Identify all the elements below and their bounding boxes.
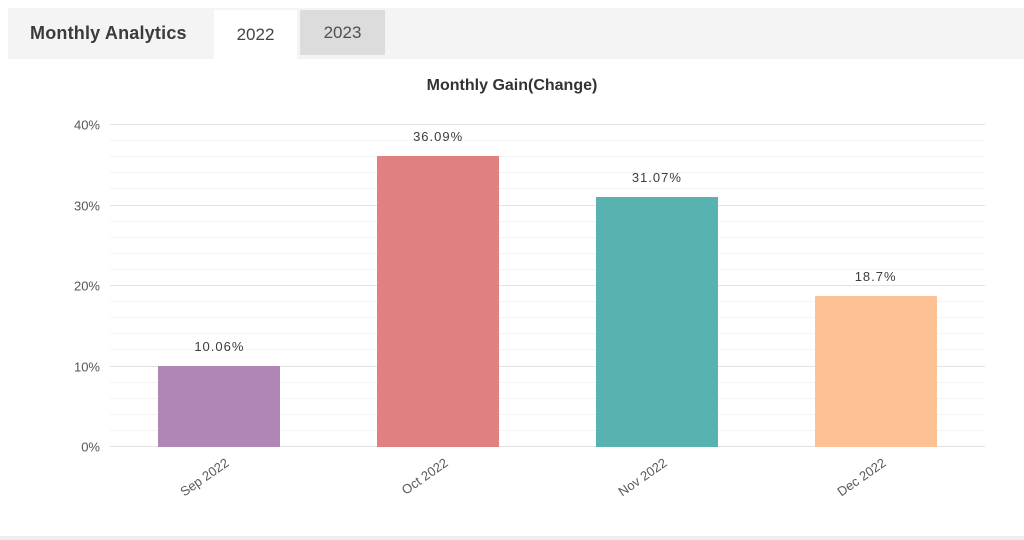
plot-columns: 10.06% 36.09% 31.07% 18.7% bbox=[110, 125, 985, 447]
major-gridline bbox=[110, 365, 985, 367]
chart-title: Monthly Gain(Change) bbox=[426, 77, 598, 94]
minor-gridline bbox=[110, 140, 985, 142]
minor-gridline bbox=[110, 333, 985, 335]
page-title: Monthly Analytics bbox=[30, 23, 187, 43]
major-gridline bbox=[110, 285, 985, 286]
bar-nov-2022[interactable] bbox=[595, 196, 718, 447]
minor-gridline bbox=[110, 188, 985, 190]
minor-gridline bbox=[110, 252, 985, 254]
bar-value-label: 31.07% bbox=[631, 169, 682, 185]
bar-value-label: 18.7% bbox=[854, 269, 897, 285]
major-gridline bbox=[110, 446, 985, 447]
minor-gridline bbox=[110, 397, 985, 399]
minor-gridline bbox=[110, 429, 985, 431]
bar-sep-2022[interactable] bbox=[158, 366, 281, 447]
minor-gridline bbox=[110, 220, 985, 222]
category-column: 36.09% bbox=[329, 125, 548, 447]
tab-2023[interactable]: 2023 bbox=[300, 10, 385, 55]
minor-gridline bbox=[110, 236, 985, 238]
x-tick-label: Nov 2022 bbox=[615, 455, 670, 500]
major-gridline bbox=[110, 124, 985, 125]
x-tick-label: Dec 2022 bbox=[834, 455, 889, 500]
minor-gridline bbox=[110, 381, 985, 383]
analytics-header: Monthly Analytics 2022 2023 bbox=[8, 8, 1024, 61]
major-gridline bbox=[110, 204, 985, 206]
bar-chart: 0% 10% 20% 30% 40% 10.06% 36.09% 31.07% 18.7% S… bbox=[74, 118, 985, 499]
category-column: 18.7% bbox=[766, 125, 985, 447]
minor-gridline bbox=[110, 349, 985, 351]
bar-oct-2022[interactable] bbox=[377, 156, 500, 447]
bar-dec-2022[interactable] bbox=[814, 296, 937, 447]
minor-gridline bbox=[110, 156, 985, 158]
y-tick-label: 40% bbox=[73, 117, 100, 133]
tab-2022[interactable]: 2022 bbox=[214, 10, 297, 61]
card-bottom-edge bbox=[0, 536, 1024, 540]
category-column: 31.07% bbox=[548, 125, 767, 447]
y-tick-label: 0% bbox=[81, 439, 100, 455]
minor-gridline bbox=[110, 172, 985, 174]
minor-gridline bbox=[110, 301, 985, 303]
bar-value-label: 10.06% bbox=[194, 339, 245, 355]
minor-gridline bbox=[110, 317, 985, 319]
category-column: 10.06% bbox=[110, 125, 329, 447]
y-tick-label: 20% bbox=[73, 278, 100, 294]
y-tick-label: 30% bbox=[73, 198, 100, 213]
bar-value-label: 36.09% bbox=[413, 129, 464, 145]
minor-gridline bbox=[110, 413, 985, 415]
x-tick-label: Oct 2022 bbox=[398, 455, 451, 498]
y-tick-label: 10% bbox=[73, 359, 100, 374]
minor-gridline bbox=[110, 268, 985, 270]
x-tick-label: Sep 2022 bbox=[177, 455, 232, 500]
